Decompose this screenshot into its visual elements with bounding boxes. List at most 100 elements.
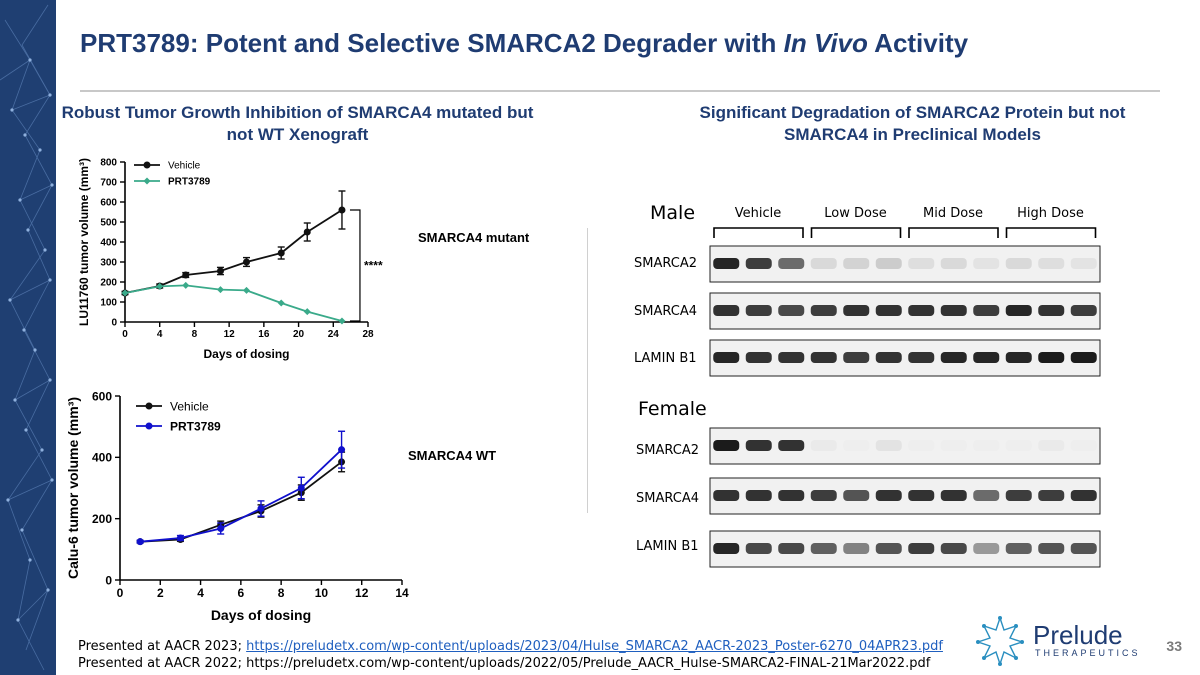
male-smarca2-band bbox=[973, 258, 1000, 269]
chart-annotation: SMARCA4 mutant bbox=[418, 230, 530, 245]
dose-group-label: Mid Dose bbox=[923, 206, 983, 221]
male-smarca2-band bbox=[908, 258, 935, 269]
data-point bbox=[243, 286, 250, 294]
female-label: Female bbox=[638, 398, 707, 420]
prelude-logo-icon bbox=[975, 615, 1025, 667]
y-axis-label: Calu-6 tumor volume (mm³) bbox=[65, 397, 81, 579]
data-point bbox=[176, 534, 184, 542]
female-laminb1-band bbox=[1005, 543, 1032, 554]
female-smarca4-band bbox=[940, 490, 967, 501]
data-point bbox=[297, 484, 305, 492]
female-smarca4-band bbox=[713, 490, 740, 501]
footer-citation-2023: Presented at AACR 2023; https://preludet… bbox=[78, 639, 943, 654]
series-line bbox=[140, 461, 343, 543]
data-point bbox=[243, 258, 250, 266]
male-laminb1-band bbox=[843, 352, 870, 363]
legend-label: Vehicle bbox=[168, 161, 201, 172]
y-tick-label: 700 bbox=[100, 178, 117, 189]
male-laminb1-band bbox=[1038, 352, 1065, 363]
female-smarca4-band bbox=[843, 490, 870, 501]
series-line bbox=[140, 449, 343, 543]
female-laminb1-label: LAMIN B1 bbox=[636, 539, 699, 554]
male-smarca4-band bbox=[1038, 305, 1065, 316]
data-point bbox=[216, 267, 224, 275]
x-tick-label: 10 bbox=[315, 586, 329, 600]
male-smarca4-band bbox=[940, 305, 967, 316]
right-heading: Significant Degradation of SMARCA2 Prote… bbox=[699, 103, 1126, 144]
female-smarca2-band bbox=[810, 440, 837, 451]
data-point bbox=[121, 289, 129, 297]
x-tick-label: 4 bbox=[197, 586, 204, 600]
calu6-growth-chart: 0 2 4 6 8 10 12 14 0 200 400 600 Days of dosing Calu-… bbox=[65, 389, 496, 623]
female-smarca4-membrane bbox=[709, 477, 1101, 515]
data-point bbox=[136, 538, 144, 546]
x-axis-label: Days of dosing bbox=[203, 347, 289, 361]
dose-group-label: High Dose bbox=[1017, 206, 1084, 221]
female-smarca4-band bbox=[1070, 490, 1097, 501]
female-laminb1-band bbox=[778, 543, 805, 554]
data-point bbox=[303, 308, 311, 316]
dose-group-bracket bbox=[908, 227, 999, 238]
data-point bbox=[338, 446, 346, 454]
male-label: Male bbox=[650, 202, 696, 224]
x-tick-label: 4 bbox=[157, 329, 163, 340]
male-smarca2-band bbox=[875, 258, 902, 269]
female-laminb1-band bbox=[810, 543, 837, 554]
female-smarca2-band bbox=[713, 440, 740, 451]
male-smarca4-band bbox=[745, 305, 772, 316]
data-point bbox=[338, 206, 346, 214]
data-point bbox=[277, 299, 285, 307]
y-tick-label: 600 bbox=[100, 198, 117, 209]
legend-label: Vehicle bbox=[170, 399, 209, 413]
y-tick-label: 800 bbox=[100, 158, 117, 169]
legend-marker bbox=[145, 402, 153, 410]
female-smarca2-band bbox=[1038, 440, 1065, 451]
female-smarca2-band bbox=[778, 440, 805, 451]
female-smarca2-band bbox=[1005, 440, 1032, 451]
female-smarca4-band bbox=[1038, 490, 1065, 501]
male-laminb1-band bbox=[713, 352, 740, 363]
male-smarca4-band bbox=[1070, 305, 1097, 316]
male-laminb1-band bbox=[745, 352, 772, 363]
legend-label: PRT3789 bbox=[170, 419, 221, 433]
female-smarca2-band bbox=[973, 440, 1000, 451]
female-smarca4-band bbox=[1005, 490, 1032, 501]
male-smarca2-band bbox=[713, 258, 740, 269]
significance-bracket bbox=[349, 209, 361, 322]
y-tick-label: 100 bbox=[100, 298, 117, 309]
data-point bbox=[217, 524, 225, 532]
male-smarca2-band bbox=[1038, 258, 1065, 269]
data-point bbox=[216, 286, 224, 294]
male-smarca2-band bbox=[843, 258, 870, 269]
female-smarca4-band bbox=[875, 490, 902, 501]
male-smarca4-label: SMARCA4 bbox=[634, 304, 697, 319]
male-smarca2-label: SMARCA2 bbox=[634, 256, 697, 271]
x-tick-label: 0 bbox=[117, 586, 124, 600]
lu11760-growth-chart: 0 4 8 12 16 20 24 28 0 100 200 300 400 500 600 700 800 Da… bbox=[77, 158, 530, 361]
x-tick-label: 12 bbox=[355, 586, 369, 600]
female-smarca2-band bbox=[940, 440, 967, 451]
series-line bbox=[124, 209, 343, 294]
male-laminb1-band bbox=[1005, 352, 1032, 363]
male-laminb1-membrane bbox=[709, 339, 1101, 377]
y-tick-label: 0 bbox=[105, 573, 112, 587]
x-tick-label: 6 bbox=[238, 586, 245, 600]
footer-citation-2022: Presented at AACR 2022; https://preludet… bbox=[78, 656, 931, 671]
y-tick-label: 500 bbox=[100, 218, 117, 229]
chart-annotation: SMARCA4 WT bbox=[408, 448, 496, 463]
female-laminb1-band bbox=[908, 543, 935, 554]
female-smarca2-membrane bbox=[709, 427, 1101, 465]
male-smarca4-band bbox=[908, 305, 935, 316]
dose-group-label: Low Dose bbox=[824, 206, 886, 221]
female-smarca4-label: SMARCA4 bbox=[636, 491, 699, 506]
decorative-sidebar bbox=[0, 0, 56, 675]
data-point bbox=[338, 317, 346, 325]
legend-marker bbox=[143, 161, 151, 169]
x-tick-label: 14 bbox=[395, 586, 409, 600]
logo-subtitle: THERAPEUTICS bbox=[1035, 648, 1141, 658]
series-line bbox=[124, 284, 343, 322]
data-point bbox=[257, 505, 265, 513]
x-tick-label: 16 bbox=[258, 329, 270, 340]
poster-link[interactable]: https://preludetx.com/wp-content/uploads… bbox=[246, 639, 943, 654]
x-tick-label: 20 bbox=[293, 329, 305, 340]
